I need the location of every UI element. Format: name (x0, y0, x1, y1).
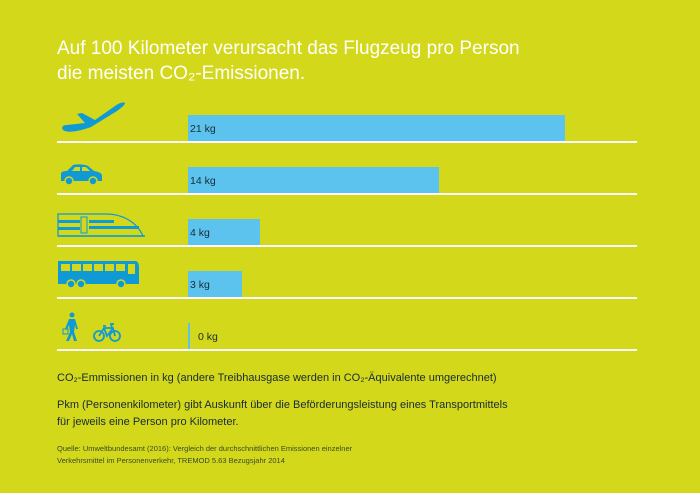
bar (188, 115, 565, 141)
data-label: 0 kg (198, 331, 218, 343)
row-divider (57, 349, 637, 351)
bar (188, 167, 440, 193)
walk-bike-icon (57, 312, 127, 347)
bar (188, 271, 242, 297)
bar (188, 323, 190, 349)
bar-row: 3 kg (57, 247, 637, 299)
chart-title: Auf 100 Kilometer verursacht das Flugzeu… (57, 36, 520, 86)
row-divider (57, 297, 637, 299)
data-label: 14 kg (190, 175, 216, 187)
source-line-2: Verkehrsmittel im Personenverkehr, TREMO… (57, 456, 285, 465)
row-divider (57, 141, 637, 143)
source-note: Quelle: Umweltbundesamt (2016): Vergleic… (57, 443, 352, 467)
bus-icon (57, 260, 141, 295)
unit-note: CO₂-Emmissionen in kg (andere Treibhausg… (57, 372, 497, 384)
title-line-1: Auf 100 Kilometer verursacht das Flugzeu… (57, 38, 520, 59)
bar-row: 0 kg (57, 299, 637, 351)
source-line-1: Quelle: Umweltbundesamt (2016): Vergleic… (57, 444, 353, 453)
row-divider (57, 245, 637, 247)
data-label: 21 kg (190, 123, 216, 135)
title-line-2: die meisten CO₂-Emissionen. (57, 63, 306, 84)
bar-row: 21 kg (57, 91, 637, 143)
pkm-line-2: für jeweils eine Person pro Kilometer. (57, 416, 239, 428)
airplane-icon (57, 94, 127, 139)
data-label: 3 kg (190, 279, 210, 291)
pkm-line-1: Pkm (Personenkilometer) gibt Auskunft üb… (57, 399, 508, 411)
pkm-note: Pkm (Personenkilometer) gibt Auskunft üb… (57, 397, 508, 431)
train-icon (57, 212, 147, 243)
bar (188, 219, 260, 245)
data-label: 4 kg (190, 227, 210, 239)
bar-row: 4 kg (57, 195, 637, 247)
car-icon (57, 162, 107, 191)
bar-row: 14 kg (57, 143, 637, 195)
row-divider (57, 193, 637, 195)
